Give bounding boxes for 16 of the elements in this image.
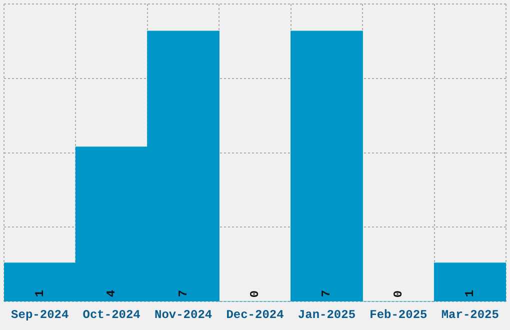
data-label: 7	[320, 290, 334, 298]
data-label: 4	[104, 290, 119, 298]
bar	[434, 262, 506, 302]
x-tick-label: Dec-2024	[226, 308, 284, 322]
x-tick-label: Nov-2024	[154, 308, 212, 322]
data-label: 1	[463, 290, 478, 298]
bar	[290, 30, 363, 302]
data-label: 0	[391, 290, 406, 298]
x-tick-label: Oct-2024	[82, 308, 140, 322]
x-tick-label: Jan-2025	[298, 308, 356, 322]
x-tick-label: Sep-2024	[11, 308, 69, 322]
data-label: 7	[176, 290, 190, 298]
data-label: 1	[32, 290, 47, 298]
data-label: 0	[248, 290, 262, 298]
x-tick-label: Mar-2025	[441, 308, 499, 322]
x-tick-label: Feb-2025	[370, 308, 428, 322]
